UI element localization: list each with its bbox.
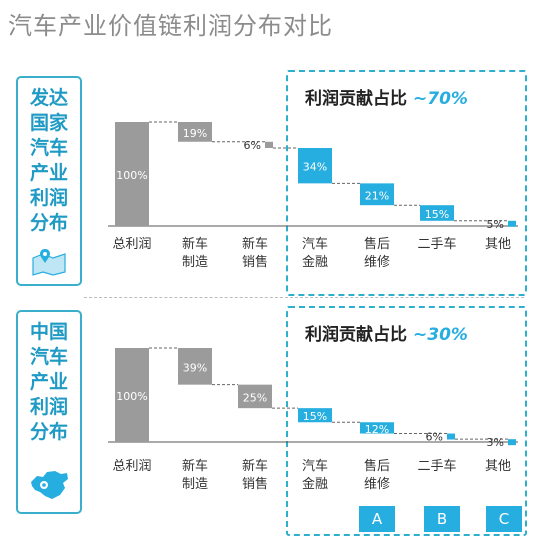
highlight-title-text: 利润贡献占比 (305, 89, 407, 109)
bar-1 (178, 348, 212, 385)
bar-4 (360, 422, 394, 434)
highlight-box-china (286, 306, 527, 536)
category-label: 售后 (364, 236, 390, 252)
data-label: 3% (487, 436, 504, 449)
category-label: 制造 (182, 477, 208, 492)
badge-b: B (424, 506, 460, 532)
category-label: 总利润 (112, 459, 151, 474)
category-label: 销售 (242, 476, 268, 492)
panel-label-line: 产业 (29, 162, 68, 184)
category-label: 销售 (242, 254, 268, 270)
category-label: 新车 (242, 458, 268, 474)
highlight-title-text: 利润贡献占比 (305, 325, 407, 345)
category-label: 新车 (242, 236, 268, 252)
highlight-box-developed (286, 70, 527, 296)
highlight-value: ~70% (413, 89, 468, 109)
page-title: 汽车产业价值链利润分布对比 (8, 12, 333, 40)
data-label: 21% (365, 189, 389, 202)
panel-divider (84, 297, 524, 298)
bar-0 (115, 348, 149, 442)
data-label: 6% (426, 431, 443, 444)
category-label: 汽车 (302, 458, 328, 474)
bar-3 (298, 148, 332, 184)
category-label: 汽车 (302, 236, 328, 252)
bar-5 (447, 433, 455, 440)
category-label: 总利润 (112, 237, 151, 252)
china-map-icon (31, 471, 68, 499)
highlight-value: ~30% (413, 325, 468, 345)
bar-5 (420, 205, 454, 221)
category-label: 售后 (364, 458, 390, 474)
highlight-title-developed: 利润贡献占比 ~70% (305, 84, 468, 109)
category-label: 其他 (485, 237, 511, 252)
panel-label-line: 分布 (29, 212, 68, 234)
panel-label-line: 产业 (29, 371, 68, 393)
bar-6 (508, 220, 516, 227)
data-label: 39% (183, 361, 207, 374)
bar-6 (508, 439, 516, 446)
data-label: 6% (244, 139, 261, 152)
panel-label-line: 国家 (29, 112, 68, 134)
data-label: 15% (425, 208, 449, 221)
bar-4 (360, 183, 394, 206)
category-label: 新车 (182, 458, 208, 474)
category-label: 金融 (302, 476, 328, 492)
category-label: 其他 (485, 459, 511, 474)
panel-label-line: 分布 (29, 421, 68, 443)
bar-2 (238, 384, 272, 409)
panel-label-line: 汽车 (29, 346, 68, 368)
category-label: 二手车 (417, 236, 456, 252)
data-label: 15% (303, 410, 327, 423)
data-label: 34% (303, 161, 327, 174)
bar-1 (178, 122, 212, 142)
map-pin-icon (32, 249, 66, 276)
bar-3 (298, 408, 332, 423)
category-label: 维修 (364, 255, 390, 270)
badge-a: A (359, 506, 395, 532)
category-label: 金融 (302, 254, 328, 270)
panel-label-line: 利润 (29, 187, 68, 209)
bar-0 (115, 122, 149, 226)
data-label: 19% (183, 127, 207, 140)
category-label: 二手车 (417, 458, 456, 474)
data-label: 100% (116, 169, 147, 182)
data-label: 25% (243, 391, 267, 404)
category-label: 新车 (182, 236, 208, 252)
category-label: 制造 (182, 255, 208, 270)
data-label: 100% (116, 390, 147, 403)
panel-label-line: 汽车 (29, 137, 68, 159)
panel-label-line: 中国 (29, 321, 68, 343)
bar-2 (265, 141, 273, 148)
badge-c: C (486, 506, 522, 532)
data-label: 5% (487, 218, 504, 231)
highlight-title-china: 利润贡献占比 ~30% (305, 320, 468, 345)
category-label: 维修 (364, 477, 390, 492)
china-panel-label: 中国汽车产业利润分布 (16, 310, 82, 514)
panel-label-line: 发达 (29, 87, 68, 109)
data-label: 12% (365, 423, 389, 436)
panel-label-line: 利润 (29, 396, 68, 418)
developed-panel-label: 发达国家汽车产业利润分布 (16, 76, 82, 286)
